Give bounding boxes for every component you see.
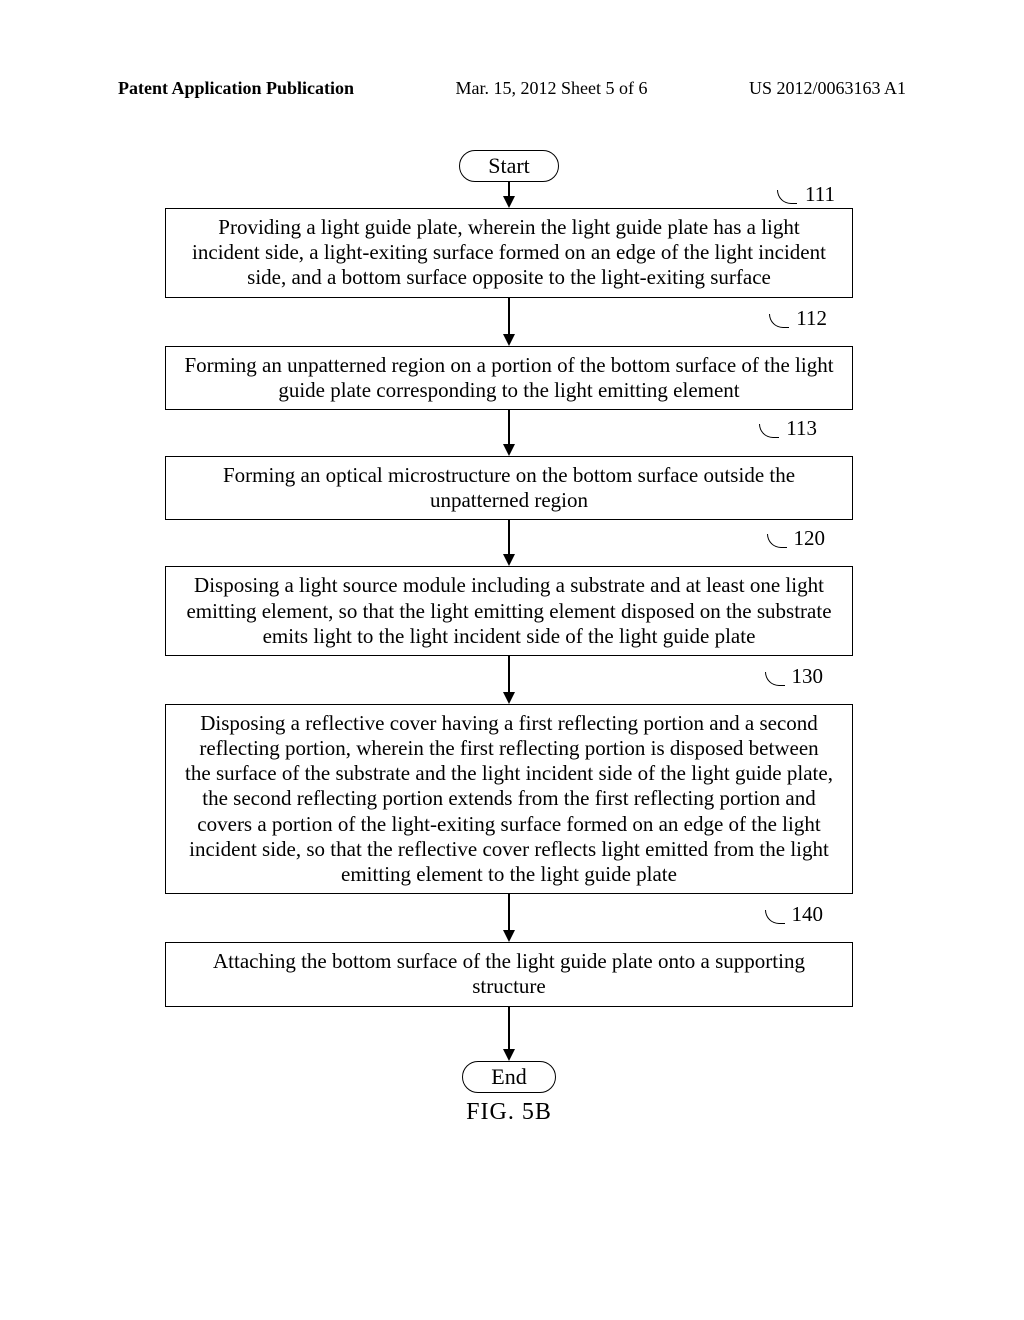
process-text: Forming an unpatterned region on a porti… <box>184 353 833 402</box>
process-box: Attaching the bottom surface of the ligh… <box>165 942 853 1006</box>
header-right: US 2012/0063163 A1 <box>749 78 906 99</box>
process-box: Disposing a reflective cover having a fi… <box>165 704 853 894</box>
step-ref: 112 <box>796 306 827 331</box>
flow-arrow <box>503 894 515 942</box>
header-left: Patent Application Publication <box>118 78 354 99</box>
page-header: Patent Application Publication Mar. 15, … <box>0 78 1024 99</box>
step-ref: 111 <box>805 182 835 207</box>
end-label: End <box>491 1064 526 1089</box>
process-text: Attaching the bottom surface of the ligh… <box>213 949 805 998</box>
step-ref: 140 <box>792 902 824 927</box>
process-text: Disposing a reflective cover having a fi… <box>185 711 833 886</box>
steps-container: 111Providing a light guide plate, wherei… <box>165 208 853 1007</box>
arrow-line <box>508 656 510 692</box>
flow-arrow <box>503 1007 515 1061</box>
arrow-head-icon <box>503 930 515 942</box>
ref-leader-icon <box>769 314 789 328</box>
arrow-line <box>508 298 510 334</box>
ref-leader-icon <box>777 190 797 204</box>
arrow-line <box>508 182 510 196</box>
process-box: Disposing a light source module includin… <box>165 566 853 656</box>
arrow-wrap: 120 <box>165 520 853 566</box>
ref-leader-icon <box>765 672 785 686</box>
arrow-line <box>508 410 510 444</box>
arrow-head-icon <box>503 196 515 208</box>
arrow-wrap: 140 <box>165 894 853 942</box>
end-terminator: End <box>462 1061 555 1093</box>
flowchart: Start 111Providing a light guide plate, … <box>165 150 853 1126</box>
ref-leader-icon <box>759 424 779 438</box>
arrow-line <box>508 1007 510 1049</box>
step-ref: 130 <box>792 664 824 689</box>
step-ref: 120 <box>794 526 826 551</box>
flow-arrow <box>503 520 515 566</box>
ref-leader-icon <box>767 534 787 548</box>
arrow-wrap: 113 <box>165 410 853 456</box>
arrow-head-icon <box>503 334 515 346</box>
flow-arrow <box>503 298 515 346</box>
process-text: Providing a light guide plate, wherein t… <box>192 215 826 289</box>
process-box: Forming an optical microstructure on the… <box>165 456 853 520</box>
flow-arrow <box>503 656 515 704</box>
arrow-line <box>508 520 510 554</box>
figure-label: FIG. 5B <box>466 1099 552 1126</box>
arrow-head-icon <box>503 692 515 704</box>
process-text: Disposing a light source module includin… <box>186 573 831 647</box>
process-box: Providing a light guide plate, wherein t… <box>165 208 853 298</box>
ref-leader-icon <box>765 910 785 924</box>
arrow-line <box>508 894 510 930</box>
arrow-wrap: 130 <box>165 656 853 704</box>
process-box: Forming an unpatterned region on a porti… <box>165 346 853 410</box>
flow-arrow <box>503 410 515 456</box>
flow-arrow <box>503 182 515 208</box>
start-terminator: Start <box>459 150 559 182</box>
start-label: Start <box>488 153 530 178</box>
step-ref: 113 <box>786 416 817 441</box>
header-center: Mar. 15, 2012 Sheet 5 of 6 <box>456 78 648 99</box>
arrow-head-icon <box>503 1049 515 1061</box>
process-text: Forming an optical microstructure on the… <box>223 463 795 512</box>
arrow-head-icon <box>503 444 515 456</box>
arrow-wrap: 112 <box>165 298 853 346</box>
arrow-head-icon <box>503 554 515 566</box>
